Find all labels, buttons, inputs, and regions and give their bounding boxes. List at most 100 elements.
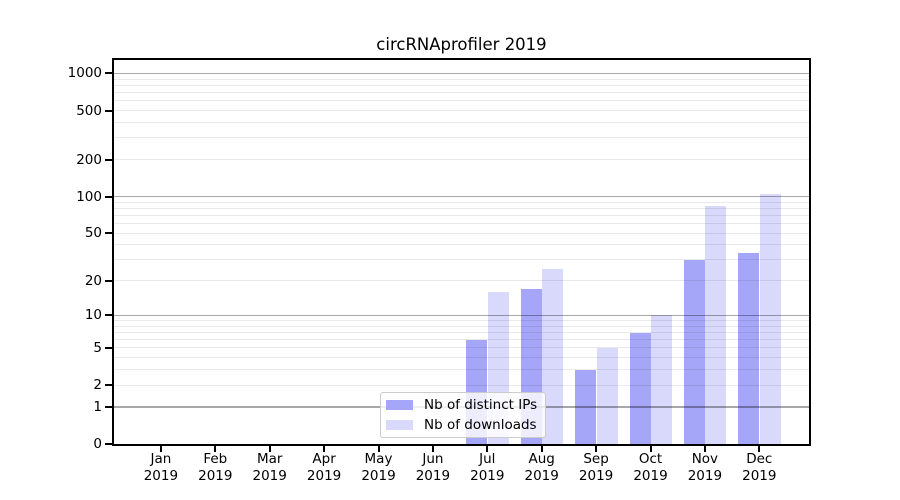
y-tick-label: 50 [84,225,102,242]
legend-swatch-downloads [386,420,413,430]
bar-downloads [705,206,727,444]
legend-label: Nb of distinct IPs [424,397,538,413]
x-tick-year: 2019 [633,468,668,484]
minor-gridline [114,84,809,86]
bar-distinct-ips [575,369,597,444]
x-tick-year: 2019 [524,468,559,484]
x-tick-mark [431,446,434,452]
y-tick-label: 200 [76,151,102,168]
legend-label: Nb of downloads [424,417,537,433]
x-tick-label: Mar 2019 [235,451,305,485]
x-tick-mark [649,446,652,452]
x-tick-label: May 2019 [344,451,414,485]
x-tick-mark [159,446,162,452]
x-tick-label: Sep 2019 [561,451,631,485]
y-tick-mark [105,346,112,349]
y-tick-mark [105,314,112,317]
x-tick-label: Jan 2019 [126,451,196,485]
x-tick-month: Oct [638,451,663,467]
y-tick-label: 0 [93,436,102,452]
y-tick-label: 1000 [67,65,102,82]
x-tick-mark [758,446,761,452]
x-tick-mark [540,446,543,452]
x-tick-month: Nov [691,451,719,467]
bar-distinct-ips [683,259,705,444]
major-gridline [114,72,809,75]
x-tick-label: Aug 2019 [507,451,577,485]
minor-gridline [114,78,809,80]
x-tick-mark [377,446,380,452]
bar-downloads [542,269,564,444]
x-tick-year: 2019 [306,468,342,484]
bar-downloads [596,347,618,444]
legend: Nb of distinct IPs Nb of downloads [380,392,547,438]
x-tick-month: Feb [203,451,228,467]
y-tick-label: 10 [84,307,102,324]
y-tick-label: 1 [93,398,102,415]
x-tick-mark [703,446,706,452]
x-tick-mark [268,446,271,452]
x-tick-year: 2019 [415,468,451,484]
x-tick-month: Aug [528,451,555,467]
x-tick-year: 2019 [578,468,614,484]
chart-title: circRNAprofiler 2019 [376,35,547,54]
x-tick-month: Jul [479,451,496,467]
y-tick-label: 500 [76,102,102,119]
x-tick-year: 2019 [361,468,396,484]
y-tick-mark [105,405,112,408]
x-tick-month: Apr [312,451,336,467]
x-tick-label: Apr 2019 [289,451,359,485]
x-tick-year: 2019 [252,468,287,484]
x-tick-year: 2019 [470,468,505,484]
x-tick-month: Sep [583,451,609,467]
x-tick-month: May [364,451,393,467]
x-tick-mark [214,446,217,452]
legend-swatch-distinct-ips [386,400,413,410]
minor-gridline [114,110,809,112]
y-tick-mark [105,72,112,75]
x-tick-mark [323,446,326,452]
legend-item: Nb of downloads [386,415,537,435]
y-tick-mark [105,384,112,387]
x-tick-year: 2019 [143,468,179,484]
y-tick-mark [105,443,112,445]
x-tick-mark [595,446,598,452]
y-tick-mark [105,279,112,282]
x-tick-month: Jan [150,451,172,467]
x-tick-month: Jun [422,451,444,467]
minor-gridline [114,122,809,123]
legend-item: Nb of distinct IPs [386,395,537,415]
x-tick-label: Jul 2019 [452,451,522,485]
minor-gridline [114,100,809,102]
x-tick-month: Dec [746,451,773,467]
minor-gridline [114,159,809,160]
major-gridline [114,195,809,198]
y-tick-label: 100 [76,188,102,205]
minor-gridline [114,92,809,93]
bar-distinct-ips [738,253,760,444]
minor-gridline [114,137,809,139]
x-tick-year: 2019 [198,468,233,484]
x-tick-year: 2019 [687,468,723,484]
minor-gridline [114,201,809,203]
y-tick-label: 5 [93,339,102,356]
y-tick-label: 20 [84,272,102,289]
y-tick-mark [105,195,112,198]
bar-downloads [759,193,781,444]
x-tick-mark [486,446,489,452]
x-tick-label: Jun 2019 [398,451,468,485]
x-tick-label: Nov 2019 [670,451,740,485]
y-tick-mark [105,232,112,235]
y-tick-label: 2 [93,377,102,394]
y-tick-mark [105,109,112,112]
bar-distinct-ips [629,332,651,444]
x-tick-label: Oct 2019 [616,451,686,485]
bar-downloads [651,315,672,444]
x-tick-label: Dec 2019 [724,451,794,485]
x-tick-label: Feb 2019 [180,451,250,485]
plot-area [112,58,811,446]
x-tick-year: 2019 [742,468,777,484]
x-tick-month: Mar [256,451,283,467]
y-tick-mark [105,158,112,161]
